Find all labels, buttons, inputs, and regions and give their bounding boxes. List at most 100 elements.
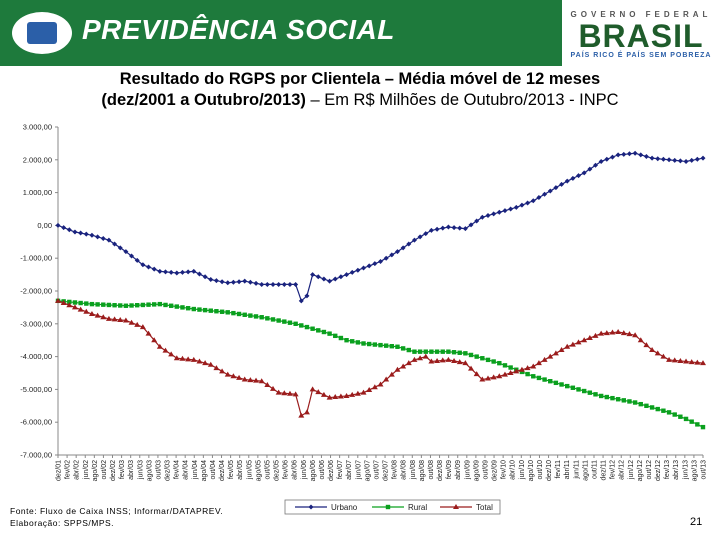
point-total bbox=[71, 304, 78, 310]
point-rural bbox=[491, 359, 496, 364]
x-tick-label: dez/01 bbox=[56, 460, 63, 481]
x-tick-label: out/09 bbox=[483, 460, 490, 480]
point-rural bbox=[327, 331, 332, 336]
point-total bbox=[694, 359, 701, 365]
point-urbano bbox=[344, 272, 350, 278]
point-total bbox=[134, 321, 141, 327]
point-total bbox=[315, 389, 322, 395]
point-rural bbox=[519, 369, 525, 375]
point-urbano bbox=[576, 173, 582, 179]
point-rural bbox=[615, 397, 621, 402]
gov-top-text: GOVERNO FEDERAL bbox=[570, 10, 712, 19]
x-tick-label: out/13 bbox=[701, 460, 708, 480]
point-total bbox=[688, 359, 695, 365]
point-total bbox=[513, 368, 520, 374]
legend-box bbox=[284, 499, 501, 515]
point-total bbox=[230, 373, 237, 379]
point-total bbox=[66, 302, 73, 308]
x-tick-label: dez/06 bbox=[328, 460, 335, 481]
footer-source-line: Fonte: Fluxo de Caixa INSS; Informar/DAT… bbox=[10, 506, 224, 516]
point-urbano bbox=[406, 241, 412, 247]
chart-title-line1: Resultado do RGPS por Clientela – Média … bbox=[119, 70, 601, 88]
point-total bbox=[451, 357, 458, 363]
y-tick-label: 2.000,00 bbox=[23, 155, 52, 164]
x-tick-label: out/05 bbox=[264, 460, 271, 480]
x-tick-label: abr/03 bbox=[128, 460, 135, 480]
point-rural bbox=[106, 302, 112, 308]
point-rural bbox=[610, 395, 615, 401]
x-tick-label: dez/09 bbox=[492, 460, 499, 481]
point-urbano bbox=[202, 274, 208, 280]
chart-title-line2: (dez/2001 a Outubro/2013) – Em R$ Milhõe… bbox=[0, 90, 720, 111]
point-urbano bbox=[417, 234, 423, 240]
point-total bbox=[196, 358, 203, 364]
point-total bbox=[405, 360, 412, 366]
point-urbano bbox=[281, 281, 287, 287]
point-total bbox=[270, 385, 276, 391]
point-rural bbox=[463, 351, 468, 356]
point-rural bbox=[231, 310, 236, 316]
point-total bbox=[445, 356, 452, 362]
point-total bbox=[479, 376, 486, 382]
point-urbano bbox=[321, 276, 327, 282]
point-urbano bbox=[502, 208, 508, 214]
point-urbano bbox=[468, 222, 474, 228]
point-urbano bbox=[213, 278, 219, 284]
point-total bbox=[94, 312, 101, 318]
point-urbano bbox=[666, 157, 672, 163]
point-urbano bbox=[700, 155, 706, 161]
legend-marker-total bbox=[453, 504, 459, 509]
point-rural bbox=[344, 338, 349, 343]
point-total bbox=[83, 308, 90, 314]
point-urbano bbox=[638, 152, 644, 158]
point-urbano bbox=[89, 232, 95, 238]
y-tick-label: -4.000,00 bbox=[20, 352, 52, 361]
y-tick-label: 0,00 bbox=[37, 221, 52, 230]
point-urbano bbox=[423, 231, 429, 237]
point-rural bbox=[225, 310, 230, 315]
point-total bbox=[264, 382, 271, 388]
point-rural bbox=[146, 302, 151, 307]
point-total bbox=[666, 356, 673, 362]
point-urbano bbox=[355, 267, 361, 273]
point-urbano bbox=[259, 281, 265, 287]
point-total bbox=[179, 355, 186, 361]
point-total bbox=[552, 350, 559, 356]
point-urbano bbox=[525, 200, 531, 206]
point-urbano bbox=[134, 257, 140, 263]
point-urbano bbox=[78, 230, 84, 236]
point-rural bbox=[429, 349, 434, 354]
point-urbano bbox=[462, 226, 468, 232]
point-urbano bbox=[196, 271, 202, 277]
point-total bbox=[535, 360, 542, 366]
point-rural bbox=[621, 398, 626, 403]
x-tick-label: jun/12 bbox=[628, 460, 635, 480]
point-total bbox=[366, 386, 373, 392]
point-total bbox=[485, 375, 491, 381]
x-tick-label: ago/08 bbox=[419, 460, 426, 482]
header-banner: PREVIDÊNCIA SOCIAL GOVERNO FEDERAL BRASI… bbox=[0, 0, 720, 66]
point-total bbox=[524, 365, 531, 371]
point-rural bbox=[638, 401, 643, 407]
point-rural bbox=[644, 403, 649, 408]
point-total bbox=[683, 358, 690, 364]
point-rural bbox=[474, 354, 479, 359]
point-rural bbox=[565, 383, 570, 389]
point-total bbox=[213, 365, 220, 371]
point-total bbox=[671, 357, 678, 363]
x-tick-label: dez/02 bbox=[110, 460, 117, 481]
x-tick-label: jun/13 bbox=[682, 460, 689, 480]
point-urbano bbox=[649, 155, 655, 161]
point-rural bbox=[151, 302, 157, 307]
point-rural bbox=[135, 303, 140, 308]
point-total bbox=[320, 391, 327, 397]
point-total bbox=[185, 356, 192, 362]
x-tick-label: dez/07 bbox=[383, 460, 390, 481]
x-tick-label: out/07 bbox=[374, 460, 381, 480]
point-total bbox=[632, 332, 639, 338]
point-rural bbox=[293, 321, 298, 326]
point-total bbox=[292, 391, 299, 397]
point-total bbox=[224, 371, 231, 377]
point-rural bbox=[700, 424, 706, 430]
x-tick-label: jun/09 bbox=[464, 460, 471, 480]
